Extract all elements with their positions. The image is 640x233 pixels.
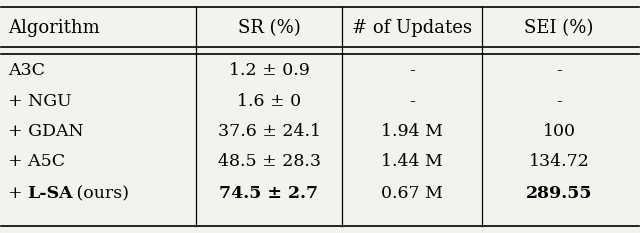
Text: SEI (%): SEI (%) (524, 19, 594, 37)
Text: 37.6 ± 24.1: 37.6 ± 24.1 (218, 123, 321, 140)
Text: 74.5 ± 2.7: 74.5 ± 2.7 (220, 185, 319, 202)
Text: + NGU: + NGU (8, 93, 72, 110)
Text: 100: 100 (543, 123, 575, 140)
Text: SR (%): SR (%) (237, 19, 300, 37)
Text: 134.72: 134.72 (529, 153, 589, 170)
Text: Algorithm: Algorithm (8, 19, 99, 37)
Text: 289.55: 289.55 (525, 185, 592, 202)
Text: L-SA: L-SA (27, 185, 72, 202)
Text: -: - (410, 93, 415, 110)
Text: 1.2 ± 0.9: 1.2 ± 0.9 (228, 62, 310, 79)
Text: 48.5 ± 28.3: 48.5 ± 28.3 (218, 153, 321, 170)
Text: 1.94 M: 1.94 M (381, 123, 444, 140)
Text: # of Updates: # of Updates (353, 19, 472, 37)
Text: -: - (556, 62, 562, 79)
Text: 0.67 M: 0.67 M (381, 185, 444, 202)
Text: 1.44 M: 1.44 M (381, 153, 444, 170)
Text: + GDAN: + GDAN (8, 123, 83, 140)
Text: -: - (410, 62, 415, 79)
Text: -: - (556, 93, 562, 110)
Text: (ours): (ours) (72, 185, 129, 202)
Text: 1.6 ± 0: 1.6 ± 0 (237, 93, 301, 110)
Text: +: + (8, 185, 28, 202)
Text: + A5C: + A5C (8, 153, 65, 170)
Text: A3C: A3C (8, 62, 45, 79)
